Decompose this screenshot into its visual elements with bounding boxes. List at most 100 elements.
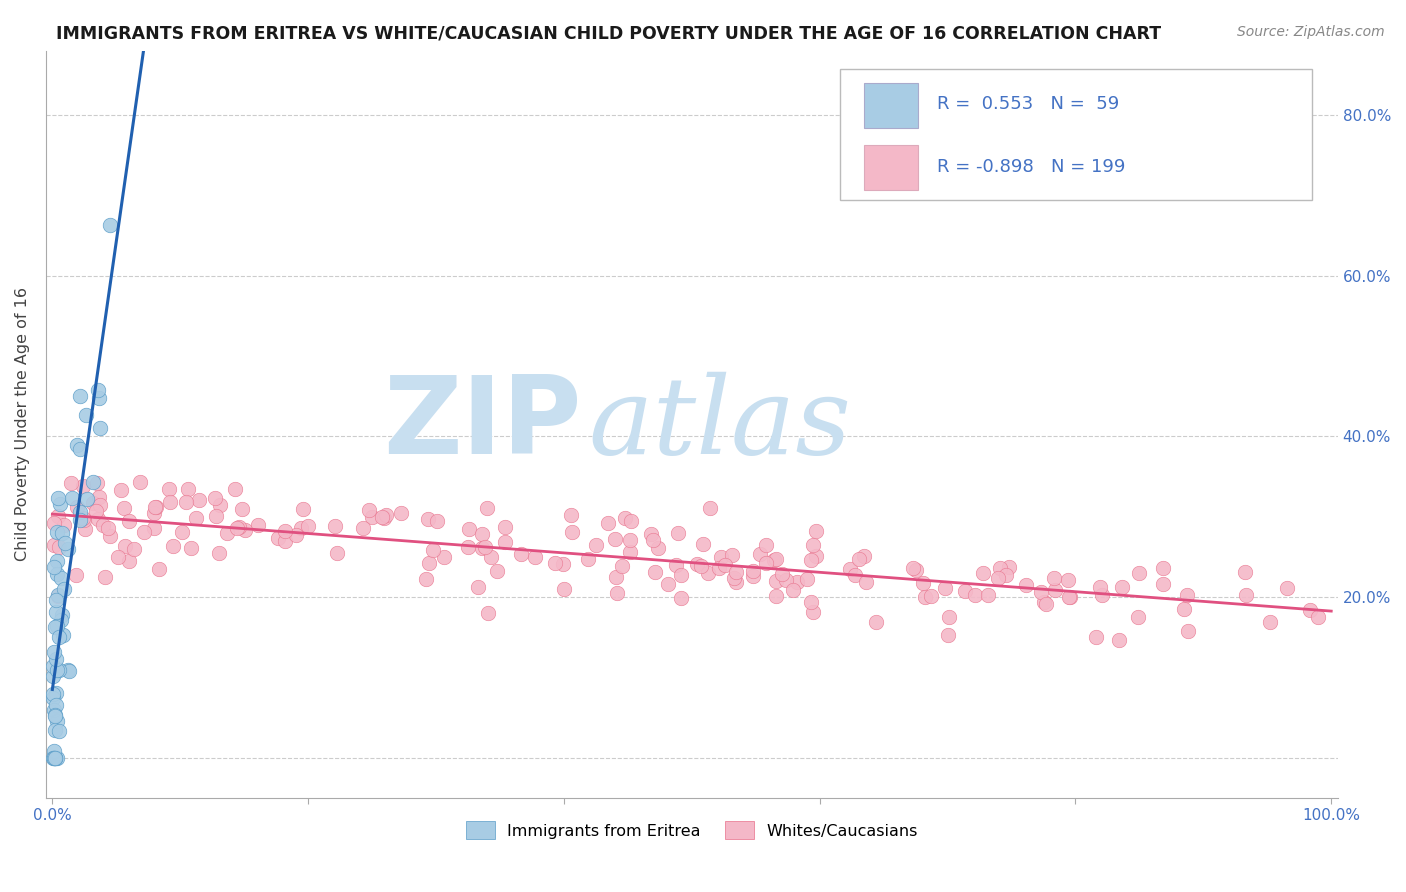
Point <box>208 546 231 560</box>
Point <box>474 540 496 554</box>
Point <box>963 588 986 602</box>
Point <box>290 521 312 535</box>
Point <box>415 572 437 586</box>
Point <box>87 383 110 397</box>
Point <box>44 750 66 764</box>
Point <box>800 553 823 567</box>
Point <box>157 482 180 496</box>
Point <box>1128 610 1150 624</box>
Point <box>585 538 607 552</box>
Point <box>60 491 83 506</box>
Point <box>84 504 107 518</box>
Point <box>69 389 91 403</box>
Point <box>934 582 956 596</box>
Point <box>46 566 69 581</box>
Point <box>42 669 65 683</box>
Text: Source: ZipAtlas.com: Source: ZipAtlas.com <box>1237 25 1385 39</box>
Point <box>51 607 73 622</box>
Point <box>477 607 499 621</box>
Point <box>865 615 887 630</box>
Point <box>45 618 67 632</box>
Point <box>49 613 72 627</box>
Point <box>697 566 720 581</box>
Point <box>911 576 934 591</box>
Point <box>46 589 69 603</box>
Point <box>606 586 628 600</box>
Point <box>225 521 247 535</box>
Point <box>765 574 787 589</box>
Point <box>976 588 998 602</box>
Point <box>48 630 70 644</box>
Point <box>186 511 208 525</box>
Point <box>82 475 104 489</box>
Point <box>97 521 120 535</box>
Point <box>100 218 122 232</box>
Point <box>128 475 150 490</box>
Point <box>920 589 942 603</box>
Point <box>118 554 141 568</box>
Point <box>224 483 246 497</box>
Point <box>44 750 66 764</box>
Point <box>426 514 449 528</box>
Point <box>177 482 200 496</box>
Point <box>665 558 688 573</box>
Point <box>357 503 380 517</box>
Point <box>853 549 876 563</box>
Point <box>1057 590 1080 604</box>
Point <box>204 491 226 505</box>
Point <box>142 521 165 535</box>
Point <box>205 508 228 523</box>
Point <box>187 492 209 507</box>
Point <box>721 548 744 562</box>
Point <box>1128 566 1150 580</box>
Point <box>46 509 69 524</box>
Point <box>89 498 111 512</box>
Point <box>51 526 73 541</box>
Point <box>1173 602 1195 616</box>
Bar <box>863 145 918 190</box>
Point <box>1152 561 1174 575</box>
Point <box>114 539 136 553</box>
Point <box>110 483 132 498</box>
Point <box>553 582 575 597</box>
Point <box>76 491 98 506</box>
Point <box>46 524 69 539</box>
Point <box>640 526 662 541</box>
Text: ZIP: ZIP <box>384 371 582 477</box>
Point <box>1111 581 1133 595</box>
FancyBboxPatch shape <box>841 70 1312 200</box>
Point <box>45 714 67 729</box>
Point <box>763 553 786 567</box>
Point <box>765 590 787 604</box>
Point <box>953 583 976 598</box>
Point <box>692 537 714 551</box>
Point <box>360 509 382 524</box>
Point <box>1258 615 1281 629</box>
Legend: Immigrants from Eritrea, Whites/Caucasians: Immigrants from Eritrea, Whites/Caucasia… <box>460 814 924 846</box>
Point <box>42 690 65 705</box>
Point <box>53 535 76 549</box>
Point <box>208 498 231 512</box>
Point <box>605 570 627 584</box>
Point <box>46 588 69 602</box>
Point <box>494 520 516 534</box>
Point <box>89 421 111 435</box>
Point <box>418 557 440 571</box>
Point <box>112 500 135 515</box>
Point <box>614 511 637 525</box>
Point <box>707 561 730 575</box>
Point <box>48 497 70 511</box>
Point <box>42 750 65 764</box>
Point <box>666 525 689 540</box>
Point <box>765 551 787 566</box>
Point <box>107 550 129 565</box>
Point <box>987 571 1010 585</box>
Point <box>1234 565 1257 579</box>
Text: IMMIGRANTS FROM ERITREA VS WHITE/CAUCASIAN CHILD POVERTY UNDER THE AGE OF 16 COR: IMMIGRANTS FROM ERITREA VS WHITE/CAUCASI… <box>56 25 1161 43</box>
Point <box>98 529 121 543</box>
Point <box>471 527 494 541</box>
Point <box>995 568 1018 582</box>
Point <box>48 663 70 677</box>
Point <box>326 546 349 560</box>
Point <box>749 547 772 561</box>
